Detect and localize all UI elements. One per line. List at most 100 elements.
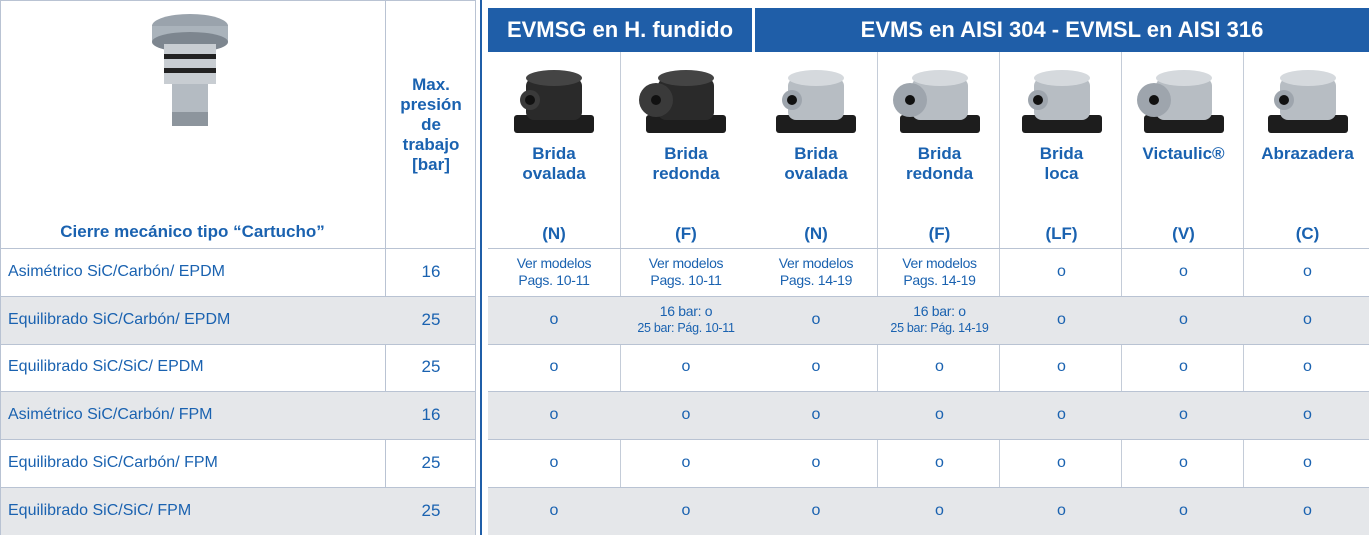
cell: o — [1303, 501, 1312, 519]
column-name: Brida — [664, 144, 708, 163]
cell: Ver modelos Pags. 10-11 — [620, 248, 752, 296]
row-band — [488, 295, 1369, 344]
row-line — [0, 343, 476, 345]
cell-line: Ver modelos — [902, 254, 977, 271]
row-label: Asimétrico SiC/Carbón/ FPM — [8, 406, 213, 424]
cell: o — [935, 358, 944, 376]
pressure: 25 — [421, 309, 441, 329]
cell: o — [1179, 406, 1188, 424]
divider — [480, 0, 482, 535]
cell: o — [549, 406, 559, 424]
cell-line: Ver modelos — [516, 254, 592, 271]
cell: o — [811, 501, 821, 519]
cell: o — [1303, 358, 1312, 376]
row-label: Asimétrico SiC/Carbón/ EPDM — [8, 262, 225, 280]
cell-line: 25 bar: Pág. 10-11 — [637, 320, 735, 335]
row-line — [488, 487, 1369, 488]
pressure: 25 — [421, 357, 441, 377]
left-frame — [0, 0, 476, 535]
column-divider — [999, 52, 1000, 535]
column-header: Brida redonda (F) — [620, 144, 752, 248]
row-band — [488, 391, 1369, 440]
cell: o — [1057, 262, 1066, 280]
product-image — [514, 70, 594, 133]
cell-line: Pags. 14-19 — [903, 271, 976, 288]
product-image — [776, 70, 856, 133]
cell: o — [935, 406, 944, 424]
cell: o — [935, 454, 944, 472]
column-code: (V) — [1172, 224, 1195, 243]
row-line — [488, 343, 1369, 345]
cell: o — [811, 310, 821, 328]
column-name: ovalada — [522, 164, 586, 183]
cell: o — [1057, 406, 1066, 424]
pressure-header: Max. presión de trabajo [bar] — [400, 75, 462, 174]
product-image — [639, 70, 726, 133]
cell: o — [1303, 262, 1312, 280]
cell-line: Pags. 10-11 — [650, 271, 722, 288]
cell: o — [549, 454, 559, 472]
row-label: Equilibrado SiC/Carbón/ FPM — [8, 454, 218, 472]
column-header: Brida loca (LF) — [1002, 144, 1121, 248]
cell: o — [935, 501, 944, 519]
cell: o — [681, 501, 691, 519]
column-name: Brida — [917, 144, 962, 163]
cell: o — [1057, 358, 1066, 376]
column-name: ovalada — [784, 164, 848, 183]
column-divider — [1121, 52, 1122, 535]
row-line — [488, 248, 1369, 249]
column-header: Brida ovalada (N) — [488, 144, 620, 248]
cell-line: Pags. 10-11 — [518, 271, 590, 288]
cell: o — [549, 358, 559, 376]
column-header: Abrazadera (C) — [1246, 144, 1369, 248]
row-band — [1, 487, 475, 535]
product-image — [1267, 70, 1348, 133]
row-line — [488, 391, 1369, 393]
cell-line: 16 bar: o — [913, 302, 966, 319]
row-line — [0, 295, 476, 297]
column-name: Victaulic® — [1142, 144, 1225, 163]
product-image — [1021, 70, 1102, 133]
column-name: Brida — [532, 144, 576, 163]
cell: o — [549, 501, 559, 519]
cell: o — [1179, 501, 1188, 519]
cell: o — [1057, 310, 1066, 328]
product-image — [892, 70, 980, 133]
row-line — [0, 487, 476, 488]
column-code: (F) — [928, 224, 951, 243]
cell: o — [1303, 406, 1312, 424]
cell: o — [1179, 454, 1188, 472]
cartridge-image — [152, 14, 228, 126]
cell: o — [1057, 454, 1066, 472]
row-band — [1, 391, 475, 440]
cell: o — [681, 454, 691, 472]
row-label: Equilibrado SiC/SiC/ FPM — [8, 501, 192, 519]
column-name: Brida — [1039, 144, 1084, 163]
column-code: (C) — [1295, 224, 1320, 243]
cell: o — [811, 454, 821, 472]
cell: o — [811, 406, 821, 424]
cell: 16 bar: o 25 bar: Pág. 14-19 — [880, 296, 999, 344]
divider — [385, 0, 386, 535]
column-name: Abrazadera — [1261, 144, 1354, 163]
group-header: EVMS en AISI 304 - EVMSL en AISI 316 — [755, 8, 1369, 52]
column-code: (N) — [542, 224, 566, 243]
column-code: (F) — [675, 224, 697, 243]
cell: o — [549, 310, 559, 328]
cell-line: 16 bar: o — [659, 302, 713, 319]
cell-line: 25 bar: Pág. 14-19 — [890, 320, 989, 335]
cell: 16 bar: o 25 bar: Pág. 10-11 — [620, 296, 752, 344]
row-line — [0, 391, 476, 393]
pressure: 25 — [421, 453, 441, 473]
cell: o — [1303, 310, 1312, 328]
group-header: EVMSG en H. fundido — [488, 8, 752, 52]
pressure: 16 — [421, 261, 441, 281]
row-line — [0, 248, 476, 249]
column-code: (N) — [804, 224, 828, 243]
row-label: Equilibrado SiC/Carbón/ EPDM — [8, 310, 231, 328]
seal-header: Cierre mecánico tipo “Cartucho” — [60, 222, 325, 241]
cell: o — [1179, 310, 1188, 328]
column-name: Brida — [794, 144, 838, 163]
cell: o — [1057, 501, 1066, 519]
